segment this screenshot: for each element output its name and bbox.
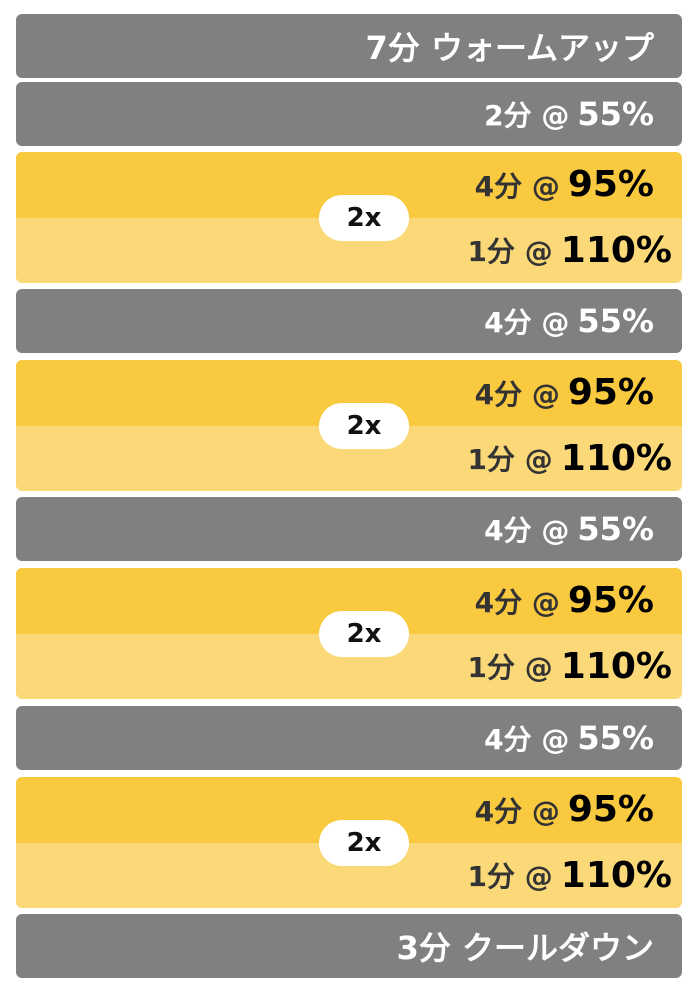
rest-step: 4分 @55%: [16, 706, 682, 770]
step-duration: 4分 @: [474, 169, 560, 203]
rest-step: 4分 @55%: [16, 289, 682, 353]
repeat-badge: 2x: [319, 820, 409, 866]
repeat-badge: 2x: [319, 403, 409, 449]
step-intensity: 95%: [567, 372, 654, 414]
step-intensity: 95%: [567, 789, 654, 831]
step-label: 3分 クールダウン: [396, 929, 654, 967]
step-duration: 4分 @: [484, 723, 570, 756]
step-duration: 4分 @: [484, 306, 570, 339]
interval-block: 4分 @95% 1分 @110% 2x: [16, 360, 682, 491]
interval-block: 4分 @95% 1分 @110% 2x: [16, 152, 682, 283]
step-intensity: 110%: [560, 229, 672, 271]
step-intensity: 55%: [577, 510, 654, 548]
interval-block: 4分 @95% 1分 @110% 2x: [16, 568, 682, 699]
step-intensity: 110%: [560, 645, 672, 687]
rest-step: 3分 クールダウン: [16, 914, 682, 978]
rest-step: 2分 @55%: [16, 82, 682, 146]
rest-step: 4分 @55%: [16, 497, 682, 561]
step-intensity: 110%: [560, 854, 672, 896]
step-duration: 1分 @: [467, 235, 553, 269]
repeat-badge: 2x: [319, 195, 409, 241]
step-intensity: 55%: [577, 719, 654, 757]
step-duration: 1分 @: [467, 860, 553, 894]
repeat-badge: 2x: [319, 611, 409, 657]
step-intensity: 95%: [567, 164, 654, 206]
step-duration: 1分 @: [467, 651, 553, 685]
step-duration: 4分 @: [474, 377, 560, 411]
step-duration: 1分 @: [467, 443, 553, 477]
step-duration: 4分 @: [474, 585, 560, 619]
step-duration: 2分 @: [484, 99, 570, 132]
step-intensity: 55%: [577, 95, 654, 133]
rest-step: 7分 ウォームアップ: [16, 14, 682, 78]
step-intensity: 55%: [577, 302, 654, 340]
step-label: 7分 ウォームアップ: [365, 29, 654, 67]
step-intensity: 95%: [567, 580, 654, 622]
step-duration: 4分 @: [474, 794, 560, 828]
step-duration: 4分 @: [484, 514, 570, 547]
interval-block: 4分 @95% 1分 @110% 2x: [16, 777, 682, 908]
step-intensity: 110%: [560, 437, 672, 479]
